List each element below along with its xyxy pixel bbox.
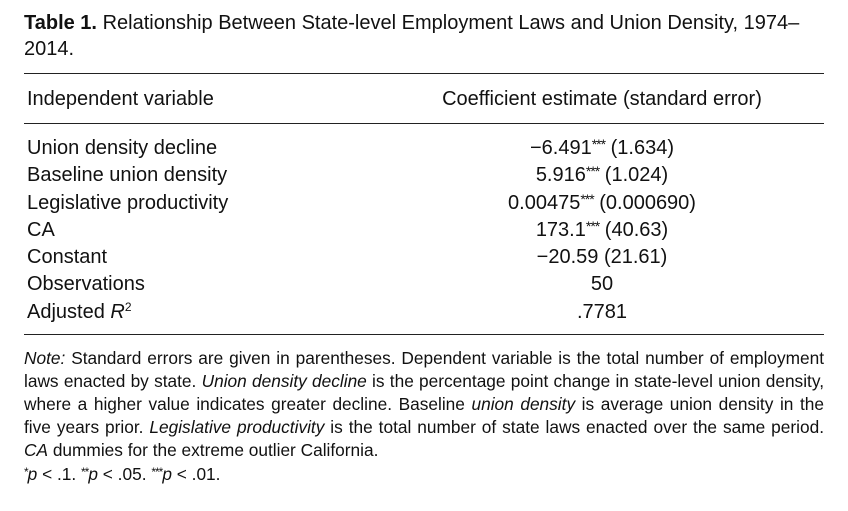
row-coefficient: 0.00475*** (0.000690) xyxy=(380,191,824,215)
table-row: Baseline union density 5.916*** (1.024) xyxy=(0,163,848,190)
row-standard-error: (0.000690) xyxy=(593,191,696,214)
sig-p-1: p xyxy=(27,464,38,484)
table-row: Union density decline −6.491*** (1.634) xyxy=(0,136,848,163)
row-variable: CA xyxy=(27,218,55,241)
row-estimate: .7781 xyxy=(576,300,628,323)
row-coefficient: 173.1*** (40.63) xyxy=(380,218,824,242)
row-variable: Legislative productivity xyxy=(27,191,229,214)
note-label: Note: xyxy=(24,348,66,368)
note-italic-term: Union density decline xyxy=(201,371,367,391)
table-note: Note: Standard errors are given in paren… xyxy=(24,347,824,462)
note-text: dummies for the extreme outlier Californ… xyxy=(48,440,379,460)
sig-stars-3: *** xyxy=(151,465,163,479)
table-row: Legislative productivity 0.00475*** (0.0… xyxy=(0,191,848,218)
table-row: Constant −20.59 (21.61) xyxy=(0,245,848,272)
table-body: Union density decline −6.491*** (1.634) … xyxy=(0,136,848,327)
note-italic-term: CA xyxy=(24,440,49,460)
row-significance-stars: *** xyxy=(591,136,606,152)
sig-threshold-3: < .01. xyxy=(171,464,221,484)
row-estimate: 0.00475 xyxy=(508,191,581,214)
sig-p-3: p xyxy=(162,464,172,484)
row-standard-error: (1.634) xyxy=(605,137,675,159)
header-rule xyxy=(24,123,824,124)
row-coefficient: 5.916*** (1.024) xyxy=(380,163,824,187)
note-text: is average union density in the five yea… xyxy=(24,394,824,437)
row-coefficient: −20.59 (21.61) xyxy=(380,245,824,269)
sig-stars-1: * xyxy=(24,465,29,479)
row-standard-error: (1.024) xyxy=(599,164,669,187)
row-variable-superscript: 2 xyxy=(124,299,132,314)
header-variable: Independent variable xyxy=(27,88,214,110)
note-text: is the percentage point change in state-… xyxy=(24,371,824,414)
row-variable: Union density decline xyxy=(27,137,218,159)
row-significance-stars: *** xyxy=(580,190,594,207)
header-coefficient: Coefficient estimate (standard error) xyxy=(442,88,762,110)
note-italic-term: union density xyxy=(471,394,576,414)
top-rule xyxy=(24,73,824,74)
sig-p-2: p xyxy=(88,464,98,484)
row-significance-stars: *** xyxy=(585,163,600,180)
row-variable: Observations xyxy=(27,273,145,296)
sig-threshold-1: < .1. xyxy=(37,464,82,484)
note-text: Standard errors are given in parentheses… xyxy=(24,348,824,391)
row-variable: Constant xyxy=(27,246,108,269)
table-row: Adjusted R2 .7781 xyxy=(0,300,848,327)
row-coefficient: .7781 xyxy=(380,300,824,324)
significance-legend: *p < .1. **p < .05. ***p < .01. xyxy=(24,463,220,486)
sig-stars-2: ** xyxy=(81,465,89,479)
table-caption-title: Relationship Between State-level Employm… xyxy=(24,12,800,60)
row-estimate: 50 xyxy=(590,273,614,296)
row-significance-stars: *** xyxy=(585,217,600,234)
row-variable: Adjusted R2 xyxy=(27,300,132,324)
row-standard-error: (21.61) xyxy=(598,246,668,269)
note-italic-term: Legislative productivity xyxy=(149,417,325,437)
row-estimate: 173.1 xyxy=(535,218,586,241)
row-estimate: 5.916 xyxy=(535,164,586,187)
row-coefficient: −6.491*** (1.634) xyxy=(380,136,824,160)
row-estimate: −6.491 xyxy=(529,137,592,159)
row-estimate: −20.59 xyxy=(536,246,599,269)
row-variable-text: Adjusted R xyxy=(27,300,125,323)
table-row: Observations 50 xyxy=(0,272,848,299)
table-caption: Table 1. Relationship Between State-leve… xyxy=(24,10,824,62)
table-row: CA 173.1*** (40.63) xyxy=(0,218,848,245)
table-caption-label: Table 1. xyxy=(24,12,97,34)
note-text: is the total number of state laws enacte… xyxy=(324,417,825,437)
row-coefficient: 50 xyxy=(380,272,824,296)
row-variable: Baseline union density xyxy=(27,164,228,187)
sig-threshold-2: < .05. xyxy=(97,464,152,484)
bottom-rule xyxy=(24,334,824,335)
row-standard-error: (40.63) xyxy=(599,218,669,241)
